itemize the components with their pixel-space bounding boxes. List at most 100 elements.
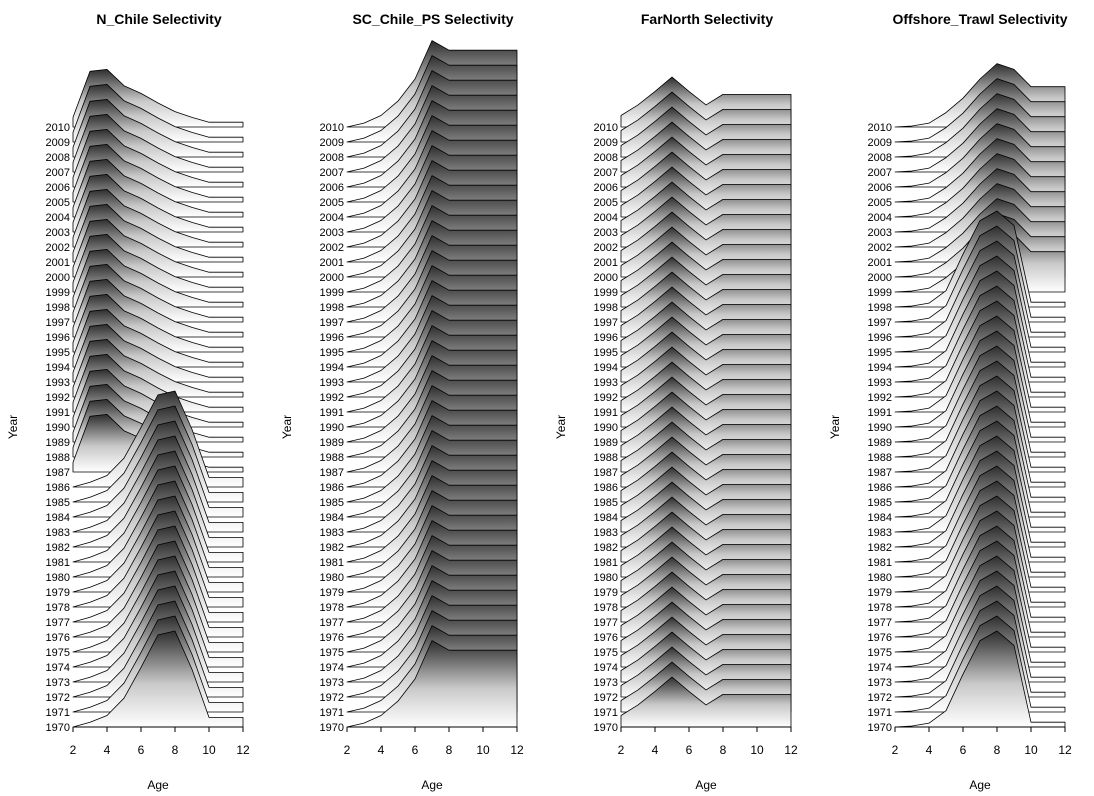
year-tick-label: 1987 [594, 467, 618, 479]
year-tick-label: 1974 [46, 662, 70, 674]
year-tick-label: 1973 [320, 677, 344, 689]
year-tick-label: 1999 [46, 287, 70, 299]
year-tick-label: 2002 [868, 242, 892, 254]
year-tick-label: 2006 [594, 182, 618, 194]
year-tick-label: 1975 [594, 647, 618, 659]
year-tick-label: 1984 [868, 512, 892, 524]
year-tick-label: 1981 [320, 557, 344, 569]
year-tick-label: 1990 [320, 422, 344, 434]
year-tick-label: 2003 [594, 227, 618, 239]
year-tick-label: 2009 [868, 137, 892, 149]
year-tick-label: 1993 [594, 377, 618, 389]
year-tick-label: 1971 [46, 707, 70, 719]
year-tick-label: 1972 [46, 692, 70, 704]
year-tick-label: 1985 [46, 497, 70, 509]
year-tick-label: 2002 [46, 242, 70, 254]
year-tick-label: 1980 [594, 572, 618, 584]
year-tick-label: 1989 [594, 437, 618, 449]
year-tick-label: 2004 [320, 212, 344, 224]
x-tick-label: 10 [1024, 743, 1038, 757]
year-tick-label: 2000 [868, 272, 892, 284]
y-axis-label: Year [554, 415, 568, 439]
year-tick-label: 1987 [46, 467, 70, 479]
year-tick-label: 1984 [320, 512, 344, 524]
year-tick-label: 1983 [594, 527, 618, 539]
year-tick-label: 1993 [868, 377, 892, 389]
year-tick-label: 1972 [320, 692, 344, 704]
year-tick-label: 1985 [594, 497, 618, 509]
year-tick-label: 1980 [868, 572, 892, 584]
year-tick-label: 1992 [46, 392, 70, 404]
year-tick-label: 1979 [320, 587, 344, 599]
x-tick-label: 4 [104, 743, 111, 757]
year-tick-label: 1986 [868, 482, 892, 494]
x-tick-label: 2 [618, 743, 625, 757]
year-labels: 1970 1971 1972 1973 1974 1975 1976 1977 1978 1979… [320, 122, 344, 734]
year-tick-label: 1976 [868, 632, 892, 644]
x-axis: 2 4 6 8 10 12 [344, 726, 524, 757]
x-tick-label: 10 [750, 743, 764, 757]
year-tick-label: 2001 [594, 257, 618, 269]
year-tick-label: 1976 [594, 632, 618, 644]
year-tick-label: 1995 [594, 347, 618, 359]
x-tick-label: 4 [926, 743, 933, 757]
year-tick-label: 1999 [594, 287, 618, 299]
x-axis-label: Age [969, 778, 991, 792]
year-tick-label: 1996 [594, 332, 618, 344]
x-axis: 2 4 6 8 10 12 [892, 726, 1072, 757]
year-tick-label: 1977 [320, 617, 344, 629]
x-axis: 2 4 6 8 10 12 [70, 726, 250, 757]
ridge-1970 [894, 630, 1066, 728]
year-tick-label: 1998 [320, 302, 344, 314]
year-tick-label: 1973 [868, 677, 892, 689]
year-tick-label: 1989 [320, 437, 344, 449]
year-tick-label: 1971 [868, 707, 892, 719]
year-tick-label: 1988 [594, 452, 618, 464]
year-tick-label: 2006 [46, 182, 70, 194]
year-tick-label: 1978 [46, 602, 70, 614]
year-tick-label: 2007 [594, 167, 618, 179]
year-tick-label: 1978 [594, 602, 618, 614]
year-tick-label: 1979 [46, 587, 70, 599]
ridges [346, 40, 518, 728]
year-tick-label: 1975 [868, 647, 892, 659]
year-tick-label: 2010 [868, 122, 892, 134]
year-tick-label: 1973 [594, 677, 618, 689]
year-tick-label: 1970 [594, 722, 618, 734]
year-tick-label: 1986 [46, 482, 70, 494]
year-tick-label: 1997 [868, 317, 892, 329]
year-tick-label: 1999 [320, 287, 344, 299]
x-tick-label: 6 [138, 743, 145, 757]
year-tick-label: 1975 [320, 647, 344, 659]
year-tick-label: 1989 [868, 437, 892, 449]
year-tick-label: 1979 [594, 587, 618, 599]
year-tick-label: 1994 [594, 362, 618, 374]
year-tick-label: 1981 [594, 557, 618, 569]
year-tick-label: 1990 [46, 422, 70, 434]
year-tick-label: 1997 [320, 317, 344, 329]
x-tick-label: 10 [476, 743, 490, 757]
year-tick-label: 1971 [594, 707, 618, 719]
panel-2: SC_Chile_PS Selectivity19701971197219731… [280, 11, 524, 792]
year-tick-label: 1976 [320, 632, 344, 644]
panel-title: N_Chile Selectivity [96, 11, 221, 27]
year-tick-label: 1972 [868, 692, 892, 704]
year-tick-label: 1981 [868, 557, 892, 569]
year-tick-label: 1978 [320, 602, 344, 614]
year-tick-label: 1980 [46, 572, 70, 584]
panel-title: SC_Chile_PS Selectivity [352, 11, 513, 27]
x-tick-label: 6 [412, 743, 419, 757]
year-tick-label: 2001 [46, 257, 70, 269]
panel-title: Offshore_Trawl Selectivity [892, 11, 1067, 27]
panel-title: FarNorth Selectivity [641, 11, 773, 27]
year-tick-label: 1983 [320, 527, 344, 539]
year-tick-label: 1984 [46, 512, 70, 524]
year-tick-label: 1986 [594, 482, 618, 494]
x-tick-label: 12 [1058, 743, 1072, 757]
year-tick-label: 1979 [868, 587, 892, 599]
year-tick-label: 1996 [46, 332, 70, 344]
year-tick-label: 1999 [868, 287, 892, 299]
x-tick-label: 8 [720, 743, 727, 757]
year-tick-label: 2010 [594, 122, 618, 134]
